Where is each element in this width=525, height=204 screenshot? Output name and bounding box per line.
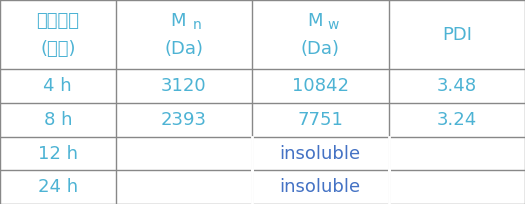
Text: (시간): (시간) [40,40,76,58]
Text: insoluble: insoluble [280,178,361,196]
Text: (Da): (Da) [164,40,203,58]
Text: 4 h: 4 h [44,77,72,95]
Text: 24 h: 24 h [38,178,78,196]
Text: (Da): (Da) [301,40,340,58]
Text: 10842: 10842 [292,77,349,95]
Text: 반응시간: 반응시간 [36,12,79,30]
Text: 2393: 2393 [161,111,207,129]
Text: M: M [307,12,323,30]
Text: M: M [171,12,186,30]
Text: 3120: 3120 [161,77,206,95]
Text: 7751: 7751 [297,111,343,129]
Text: PDI: PDI [442,26,472,44]
Text: n: n [193,18,201,32]
Text: 3.24: 3.24 [437,111,477,129]
Text: 12 h: 12 h [38,144,78,163]
Text: 3.48: 3.48 [437,77,477,95]
Text: insoluble: insoluble [280,144,361,163]
Text: 8 h: 8 h [44,111,72,129]
Text: w: w [328,18,339,32]
